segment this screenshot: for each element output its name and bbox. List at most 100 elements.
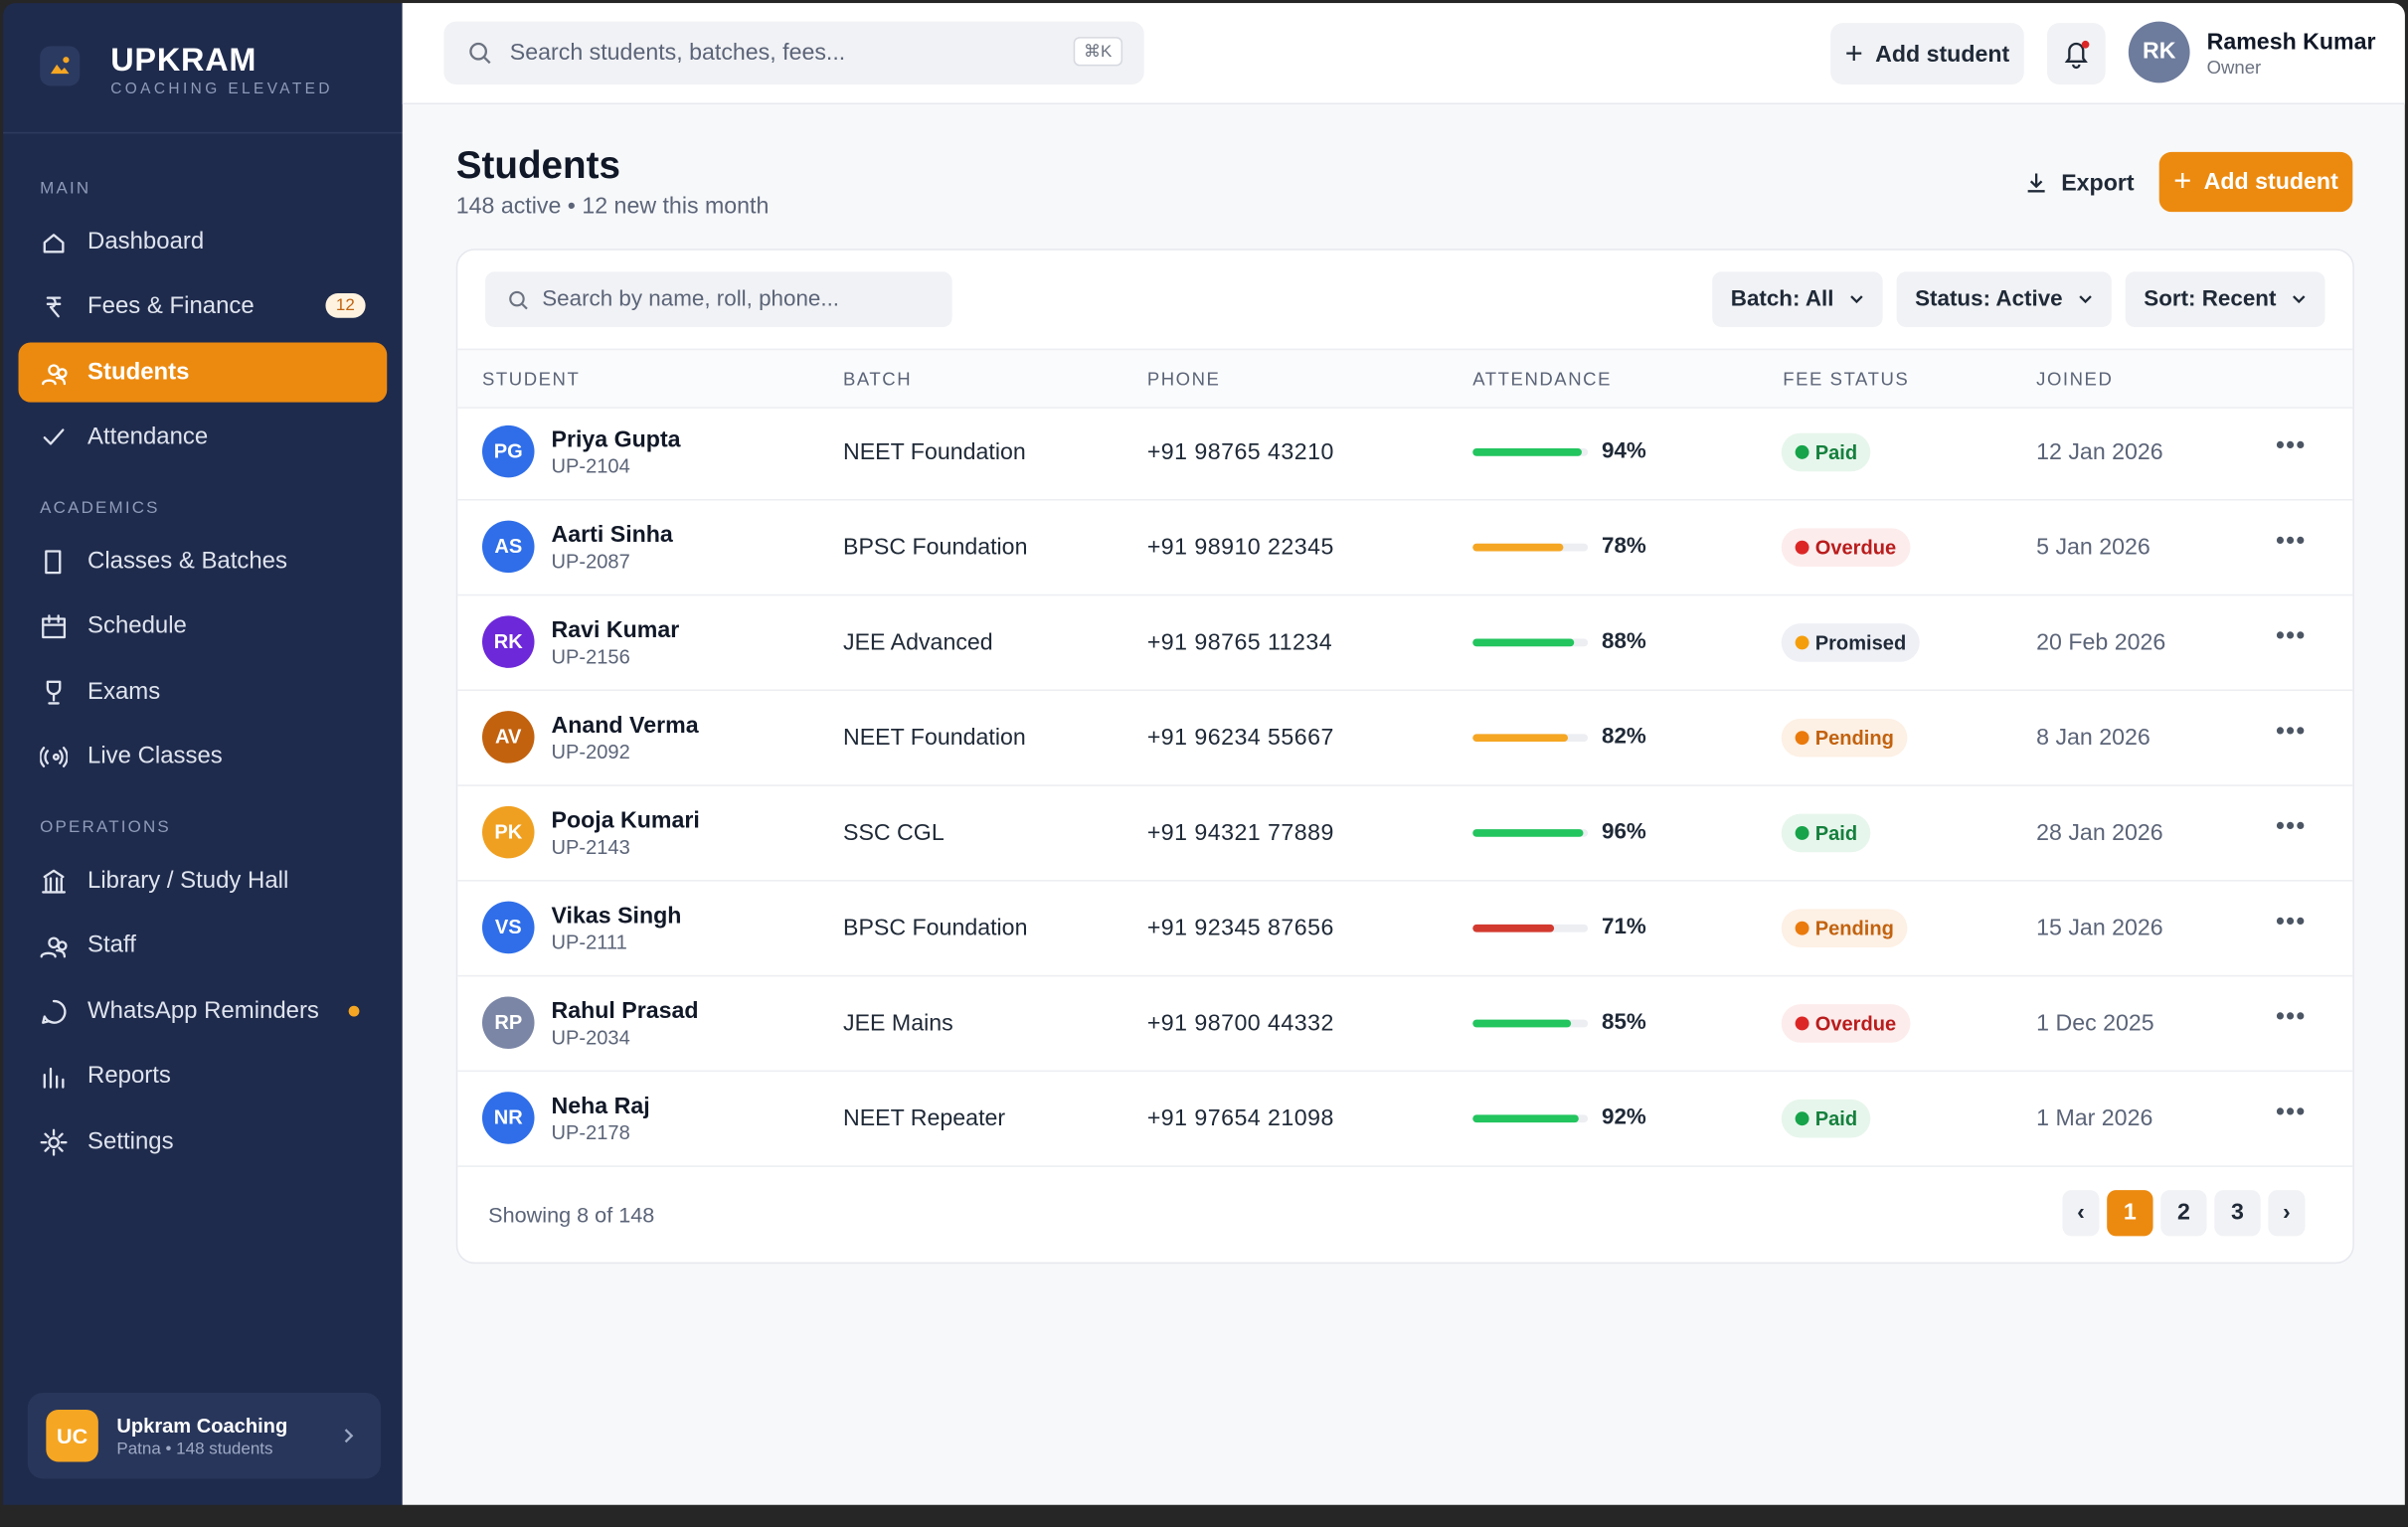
next-page[interactable]: › (2268, 1190, 2306, 1237)
fee-status: Paid (1781, 813, 1872, 853)
nav-item[interactable]: Settings (19, 1111, 388, 1171)
section-gap (19, 473, 388, 488)
brand-tagline: COACHING ELEVATED (110, 81, 333, 98)
row-menu[interactable]: ••• (2276, 718, 2307, 746)
add-student-button[interactable]: + Add student (1830, 23, 2024, 85)
page-button[interactable]: 2 (2160, 1190, 2207, 1237)
table-row[interactable]: VS Vikas Singh UP-2111 BPSC Foundation +91 9… (457, 882, 2353, 977)
fee-status: Overdue (1781, 528, 1911, 567)
export-button[interactable]: Export (2015, 152, 2145, 214)
table-row[interactable]: PK Pooja Kumari UP-2143 SSC CGL +91 94321 77… (457, 786, 2353, 882)
attendance-bar (1472, 543, 1563, 552)
nav-icon (40, 936, 68, 958)
filter-dropdown[interactable]: Status: Active (1896, 271, 2113, 327)
nav-icon (46, 679, 62, 704)
notifications[interactable] (2046, 23, 2106, 85)
topbar: Search students, batches, fees... ⌘K + Ad… (402, 3, 2405, 105)
global-search[interactable]: Search students, batches, fees... ⌘K (443, 21, 1144, 85)
table-search[interactable]: Search by name, roll, phone... (485, 271, 952, 327)
attendance-track (1472, 1019, 1589, 1028)
table-row[interactable]: RP Rahul Prasad UP-2034 JEE Mains +91 98700 … (457, 976, 2353, 1073)
page-button[interactable]: 1 (2107, 1190, 2153, 1237)
student-name: Anand Verma (551, 712, 699, 739)
nav-item[interactable]: Attendance (19, 408, 388, 467)
org-card[interactable]: UC Upkram Coaching Patna • 148 students (27, 1392, 382, 1479)
avatar: PK (482, 805, 535, 859)
nav-item[interactable]: Reports (19, 1047, 388, 1106)
joined: 20 Feb 2026 (2036, 629, 2166, 656)
attendance-label: 71% (1602, 915, 1646, 940)
table-row[interactable]: AS Aarti Sinha UP-2087 BPSC Foundation +91 9… (457, 501, 2353, 596)
nav-label: Settings (87, 1127, 174, 1154)
avatar: VS (482, 901, 535, 954)
batch: JEE Advanced (842, 629, 993, 656)
main: Search students, batches, fees... ⌘K + Ad… (402, 3, 2405, 1505)
nav-item[interactable]: WhatsApp Reminders (19, 981, 388, 1041)
batch: NEET Foundation (842, 438, 1026, 466)
page-button[interactable]: 3 (2214, 1190, 2261, 1237)
nav-badge: 12 (325, 292, 366, 317)
nav-item[interactable]: Students (18, 342, 388, 403)
status-dot (1795, 540, 1809, 555)
nav-item[interactable]: Staff (19, 916, 388, 975)
table-footer: Showing 8 of 148 (488, 1202, 655, 1228)
batch: JEE Mains (842, 1010, 953, 1037)
add-student-primary[interactable]: + Add student (2158, 151, 2353, 213)
nav-icon (43, 1067, 65, 1089)
batch: SSC CGL (842, 819, 945, 847)
row-menu[interactable]: ••• (2276, 1099, 2307, 1126)
row-menu[interactable]: ••• (2276, 909, 2307, 935)
attendance-track (1472, 924, 1589, 933)
user-avatar[interactable]: RK (2128, 21, 2190, 84)
nav-item[interactable]: Schedule (19, 596, 388, 656)
roll-number: UP-2156 (551, 644, 630, 668)
attendance-label: 88% (1602, 629, 1646, 654)
row-menu[interactable]: ••• (2276, 528, 2307, 555)
divider (3, 131, 403, 134)
nav-icon (42, 363, 68, 385)
prev-page[interactable]: ‹ (2062, 1190, 2100, 1237)
avatar: RP (482, 996, 535, 1049)
logo (40, 46, 81, 86)
roll-number: UP-2087 (551, 549, 630, 574)
attendance-track (1472, 1114, 1589, 1123)
phone: +91 94321 77889 (1146, 819, 1334, 847)
row-menu[interactable]: ••• (2276, 432, 2307, 459)
table-row[interactable]: PG Priya Gupta UP-2104 NEET Foundation +91 9… (457, 406, 2353, 501)
filter-dropdown[interactable]: Sort: Recent (2125, 271, 2325, 327)
avatar: PG (482, 424, 535, 478)
filter-label: Batch: All (1730, 286, 1834, 312)
row-menu[interactable]: ••• (2276, 813, 2307, 840)
column-header: BATCH (842, 368, 913, 391)
phone: +91 97654 21098 (1146, 1105, 1334, 1132)
table-row[interactable]: RK Ravi Kumar UP-2156 JEE Advanced +91 98765… (457, 595, 2353, 692)
user-name: Ramesh Kumar (2206, 29, 2376, 56)
row-menu[interactable]: ••• (2276, 1004, 2307, 1031)
nav-section: MAIN (40, 179, 91, 199)
column-header: JOINED (2036, 368, 2114, 391)
nav-item[interactable]: Dashboard (19, 212, 388, 271)
nav-item[interactable]: Fees & Finance 12 (19, 277, 388, 337)
phone: +91 98910 22345 (1146, 534, 1334, 561)
nav-item[interactable]: Library / Study Hall (19, 851, 388, 911)
joined: 12 Jan 2026 (2036, 438, 2163, 466)
column-header: FEE STATUS (1783, 368, 1910, 391)
fee-status: Overdue (1781, 1004, 1911, 1043)
batch: NEET Repeater (842, 1105, 1006, 1132)
nav-icon (46, 296, 62, 318)
table-row[interactable]: NR Neha Raj UP-2178 NEET Repeater +91 97654 … (457, 1072, 2353, 1167)
phone: +91 98700 44332 (1146, 1010, 1334, 1037)
filter-dropdown[interactable]: Batch: All (1712, 271, 1883, 327)
brand-name: UPKRAM (110, 43, 258, 79)
row-menu[interactable]: ••• (2276, 623, 2307, 650)
attendance-label: 78% (1602, 534, 1646, 560)
page-title: Students (455, 144, 620, 188)
attendance-bar (1472, 829, 1584, 837)
nav-item[interactable]: Classes & Batches (19, 531, 388, 591)
status-dot (1795, 825, 1809, 840)
joined: 1 Dec 2025 (2036, 1010, 2154, 1037)
nav-item[interactable]: Exams (19, 662, 388, 722)
table-row[interactable]: AV Anand Verma UP-2092 NEET Foundation +91 9… (457, 691, 2353, 786)
nav-item[interactable]: Live Classes (19, 727, 388, 786)
fee-status: Promised (1781, 623, 1921, 662)
